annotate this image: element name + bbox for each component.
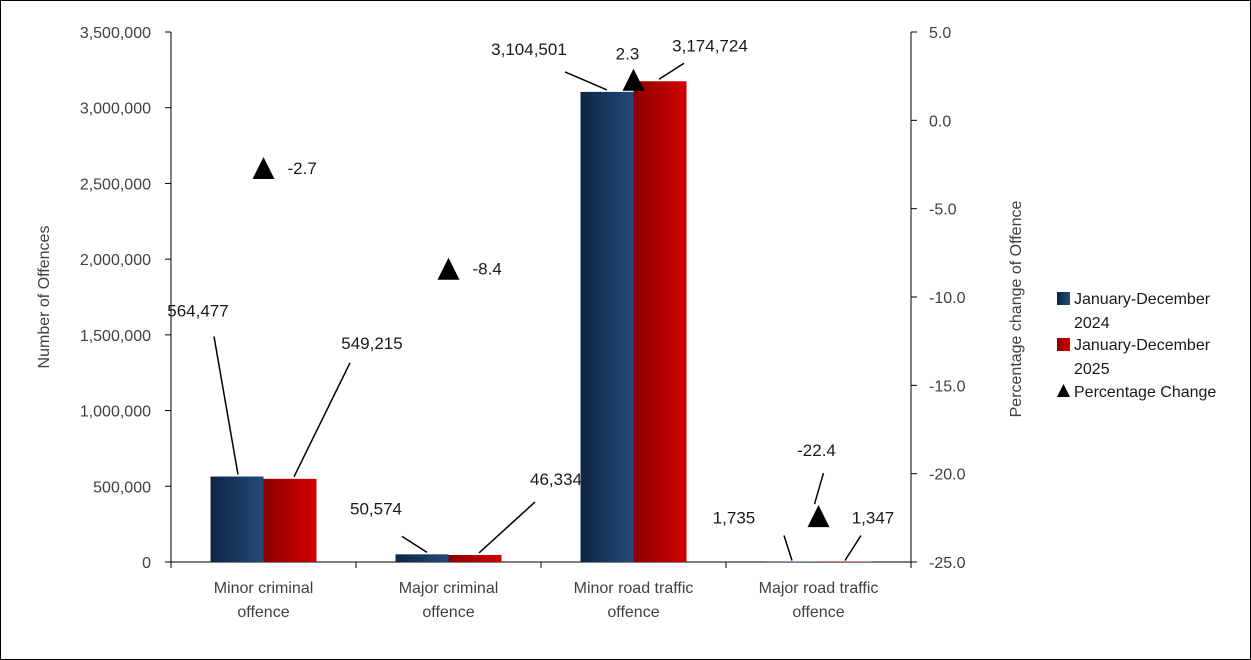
y-axis-title: Number of Offences: [36, 226, 53, 369]
leader-line: [813, 472, 825, 505]
y2-tick-label: -25.0: [929, 555, 966, 572]
category-label: offence: [237, 604, 289, 621]
percentage-marker-1: [437, 257, 460, 280]
leader-line: [293, 362, 351, 478]
bar-2024-2: [580, 91, 634, 563]
axes: 0 500,000 1,000,000 1,500,000 2,000,000 2,500…: [36, 25, 1025, 621]
data-label: 3,104,501: [491, 40, 567, 59]
category-label: Minor criminal: [214, 580, 314, 597]
percentage-label: -8.4: [473, 260, 502, 279]
legend-label: 2024: [1074, 315, 1110, 332]
legend-swatch-1: [1057, 338, 1070, 351]
data-labels: 564,477 50,574 3,104,501 1,735 549,215 46,334…: [167, 36, 894, 527]
y-tick-label: 3,000,000: [80, 101, 151, 118]
legend-label: January-December: [1074, 291, 1211, 308]
data-label: 3,174,724: [672, 36, 748, 55]
y2-tick-label: 5.0: [929, 25, 951, 42]
percentage-markers: [252, 68, 830, 528]
percentage-label: -2.7: [288, 159, 317, 178]
y2-tick-label: -5.0: [929, 202, 957, 219]
y-tick-label: 2,000,000: [80, 252, 151, 269]
bar-2025-0: [263, 478, 317, 562]
legend-label: Percentage Change: [1074, 384, 1216, 401]
leader-line: [564, 71, 608, 91]
bar-2024-1: [395, 554, 449, 562]
legend-label: 2025: [1074, 361, 1110, 378]
y2-axis-title: Percentage change of Offence: [1008, 201, 1025, 418]
leader-line: [783, 535, 793, 561]
y-tick-label: 1,500,000: [80, 328, 151, 345]
leader-line: [478, 501, 536, 554]
y-tick-label: 3,500,000: [80, 25, 151, 42]
data-label: 549,215: [341, 334, 402, 353]
y2-tick-label: -10.0: [929, 290, 966, 307]
leader-line: [844, 535, 862, 561]
percentage-marker-3: [807, 505, 830, 528]
bar-2024-0: [210, 476, 264, 562]
leader-line: [401, 535, 428, 553]
data-label: 46,334: [530, 470, 582, 489]
bars: [210, 81, 872, 563]
bar-2025-2: [633, 81, 687, 563]
y2-tick-label: -15.0: [929, 378, 966, 395]
category-label: offence: [607, 604, 659, 621]
y-tick-label: 0: [142, 555, 151, 572]
y-tick-label: 500,000: [93, 479, 151, 496]
leader-line: [658, 62, 685, 80]
leader-line: [213, 336, 239, 475]
y2-tick-label: 0.0: [929, 113, 951, 130]
percentage-label: -22.4: [797, 441, 836, 460]
y-tick-label: 1,000,000: [80, 404, 151, 421]
category-label: offence: [422, 604, 474, 621]
legend-label: January-December: [1074, 337, 1211, 354]
y2-tick-label: -20.0: [929, 467, 966, 484]
legend-triangle-icon: [1057, 384, 1070, 397]
data-label: 1,735: [713, 509, 756, 528]
data-label: 1,347: [852, 509, 895, 528]
legend-swatch-0: [1057, 292, 1070, 305]
legend: January-December 2024 January-December 2025…: [1057, 291, 1216, 401]
category-label: Minor road traffic: [574, 580, 694, 597]
category-label: Major criminal: [399, 580, 499, 597]
bar-2025-1: [448, 554, 502, 562]
y-tick-label: 2,500,000: [80, 176, 151, 193]
category-label: Major road traffic: [759, 580, 879, 597]
percentage-marker-0: [252, 157, 275, 180]
leader-lines: [213, 62, 862, 561]
percentage-label: 2.3: [616, 45, 640, 64]
percentage-marker-2: [622, 68, 645, 91]
data-label: 564,477: [167, 302, 228, 321]
category-label: offence: [792, 604, 844, 621]
bar-2025-3: [818, 561, 872, 562]
bar-2024-3: [765, 561, 819, 562]
data-label: 50,574: [350, 499, 402, 518]
